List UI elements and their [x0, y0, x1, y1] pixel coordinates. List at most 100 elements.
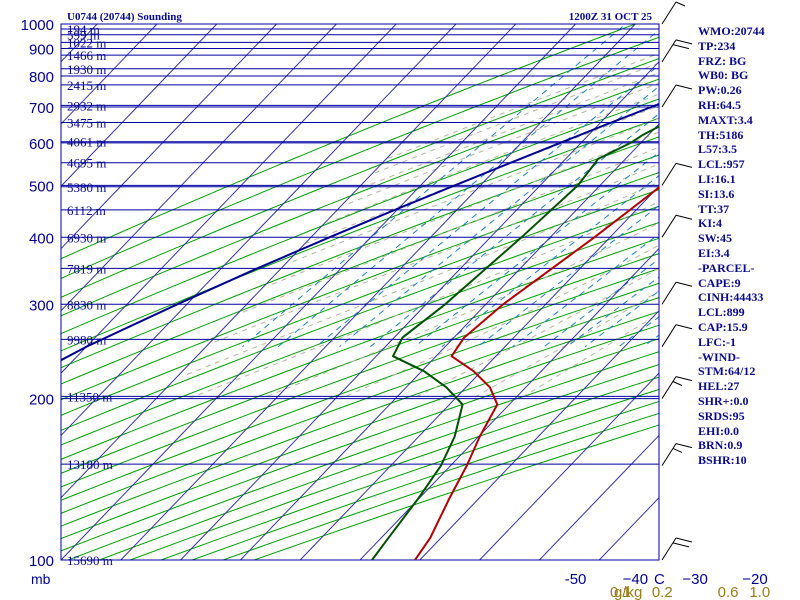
- mixing-ratio-line: [315, 64, 659, 348]
- temperature-tick-label: −30: [682, 571, 707, 588]
- height-label: 9980 m: [67, 332, 106, 347]
- moist-adiabat-line: [412, 267, 659, 400]
- mixing-ratio-line: [477, 205, 659, 348]
- moist-adiabat-line: [340, 244, 659, 400]
- isotherms: [61, 24, 659, 560]
- height-label: 8830 m: [67, 297, 106, 312]
- moist-adiabat-line: [181, 181, 659, 377]
- isotherm-line: [61, 24, 576, 560]
- height-label: 2932 m: [67, 98, 106, 113]
- dry-adiabat-line: [61, 24, 637, 260]
- index-entry: KI:4: [698, 216, 722, 231]
- height-label: 11350 m: [67, 389, 112, 404]
- temperature-tick-labels: -50−40−30−20−10010203040: [565, 571, 768, 588]
- sounding-indices-panel: WMO:20744 TP:234 FRZ: BG WB0: BG PW:0.26 RH:6…: [698, 24, 798, 468]
- wind-barb: [661, 214, 693, 238]
- mixing-ratio-unit: g/kg: [614, 584, 642, 600]
- dewpoint-profile: [371, 125, 659, 560]
- index-entry: CAP:15.9: [698, 319, 748, 334]
- pressure-labels: 1000 900 800 700 600 500 400 300 200 100: [21, 17, 54, 570]
- isotherm-line: [120, 24, 636, 560]
- wind-barb: [661, 324, 693, 347]
- height-label: 15690 m: [67, 553, 113, 568]
- pressure-tick-label: 1000: [21, 17, 54, 34]
- height-label: 1930 m: [67, 62, 106, 77]
- index-entry: SHR+:0.0: [698, 393, 749, 408]
- index-entry: SW:45: [698, 231, 733, 246]
- moist-adiabat-line: [326, 93, 659, 224]
- sounding-profiles: [61, 102, 659, 560]
- index-entry: BRN:0.9: [698, 438, 743, 453]
- valid-time: 1200Z 31 OCT 25: [569, 11, 653, 23]
- isotherm-line: [61, 24, 457, 437]
- isotherm-line: [61, 24, 337, 312]
- dry-adiabat-line: [61, 57, 659, 298]
- index-entry: HEL:27: [698, 379, 740, 394]
- wind-barb: [661, 39, 693, 63]
- isotherm-line: [539, 434, 659, 560]
- isotherm-line: [61, 24, 158, 125]
- mixing-ratio-line: [242, 24, 627, 348]
- mixing-ratio-line: [369, 113, 659, 348]
- pressure-tick-label: 300: [29, 297, 54, 314]
- index-entry: RH:64.5: [698, 97, 741, 112]
- temperature-tick-label: −20: [742, 571, 767, 588]
- index-entry: LCL:899: [698, 305, 745, 320]
- index-entry: LI:16.1: [698, 171, 736, 186]
- height-label: 2415 m: [67, 78, 106, 93]
- index-entry: STM:64/12: [698, 364, 756, 379]
- temperature-profile: [414, 186, 659, 560]
- mixing-ratio-label: 0.2: [652, 584, 673, 600]
- index-entry: TH:5186: [698, 127, 744, 142]
- height-label: 194 m: [67, 22, 100, 37]
- pressure-tick-label: 200: [29, 392, 54, 409]
- height-label: 1022 m: [67, 35, 106, 50]
- isotherm-line: [61, 24, 277, 250]
- moist-adiabat-line: [386, 52, 659, 160]
- chart-title: U0744 (20744) Sounding: [67, 11, 182, 23]
- isotherm-line: [479, 372, 659, 560]
- moist-adiabat-line: [261, 222, 659, 400]
- height-label: 3475 m: [67, 115, 106, 130]
- pressure-tick-label: 900: [29, 42, 54, 59]
- pressure-tick-label: 500: [29, 178, 54, 195]
- isotherm-line: [61, 24, 218, 187]
- mixing-ratio-labels: 0.10.20.61.02.03.05.010.020.040.0: [610, 584, 770, 600]
- moist-adiabat-line: [242, 146, 659, 313]
- height-label: 6930 m: [67, 230, 106, 245]
- mixing-ratio-line: [512, 233, 659, 348]
- index-entry: -PARCEL-: [698, 260, 755, 275]
- index-entry: TP:234: [698, 38, 736, 53]
- temperature-tick-label: −40: [623, 571, 648, 588]
- temperature-tick-label: -50: [565, 571, 587, 588]
- index-entry: LFC:-1: [698, 334, 736, 349]
- height-label: 4695 m: [67, 156, 106, 171]
- pressure-tick-label: 700: [29, 100, 54, 117]
- mixing-ratio-lines: [242, 24, 659, 348]
- pressure-tick-label: 600: [29, 136, 54, 153]
- height-label: 6112 m: [67, 203, 106, 218]
- y-unit-label: mb: [31, 571, 51, 587]
- index-entry: BSHR:10: [698, 453, 747, 468]
- index-entry: PW:0.26: [698, 83, 742, 98]
- plot-frame: [60, 23, 660, 561]
- isotherm-line: [180, 60, 659, 560]
- isotherm-line: [299, 185, 659, 560]
- height-label: 5380 m: [67, 180, 106, 195]
- index-entry: -WIND-: [698, 349, 740, 364]
- index-entry: FRZ: BG: [698, 53, 747, 68]
- isotherm-line: [61, 24, 517, 499]
- wind-barb: [661, 537, 693, 561]
- isotherm-line: [419, 310, 659, 560]
- dry-adiabat-line: [61, 36, 659, 279]
- height-label: 7819 m: [67, 261, 106, 276]
- moist-adiabat-line: [188, 201, 659, 400]
- mixing-ratio-line: [339, 85, 659, 348]
- isotherm-line: [359, 247, 659, 560]
- pressure-tick-label: 400: [29, 230, 54, 247]
- index-entry: SRDS:95: [698, 408, 745, 423]
- height-label: 599 m: [67, 28, 100, 43]
